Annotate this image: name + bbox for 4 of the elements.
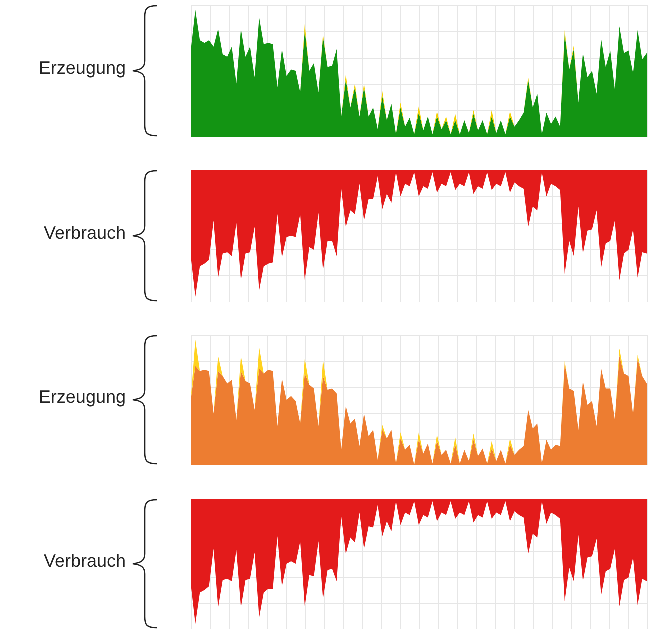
- y-axis-title: Verbrauch: [42, 551, 126, 572]
- y-axis-title: Erzeugung: [38, 58, 126, 79]
- y-axis-title: Erzeugung: [38, 387, 126, 408]
- y-axis-title: Verbrauch: [42, 223, 126, 244]
